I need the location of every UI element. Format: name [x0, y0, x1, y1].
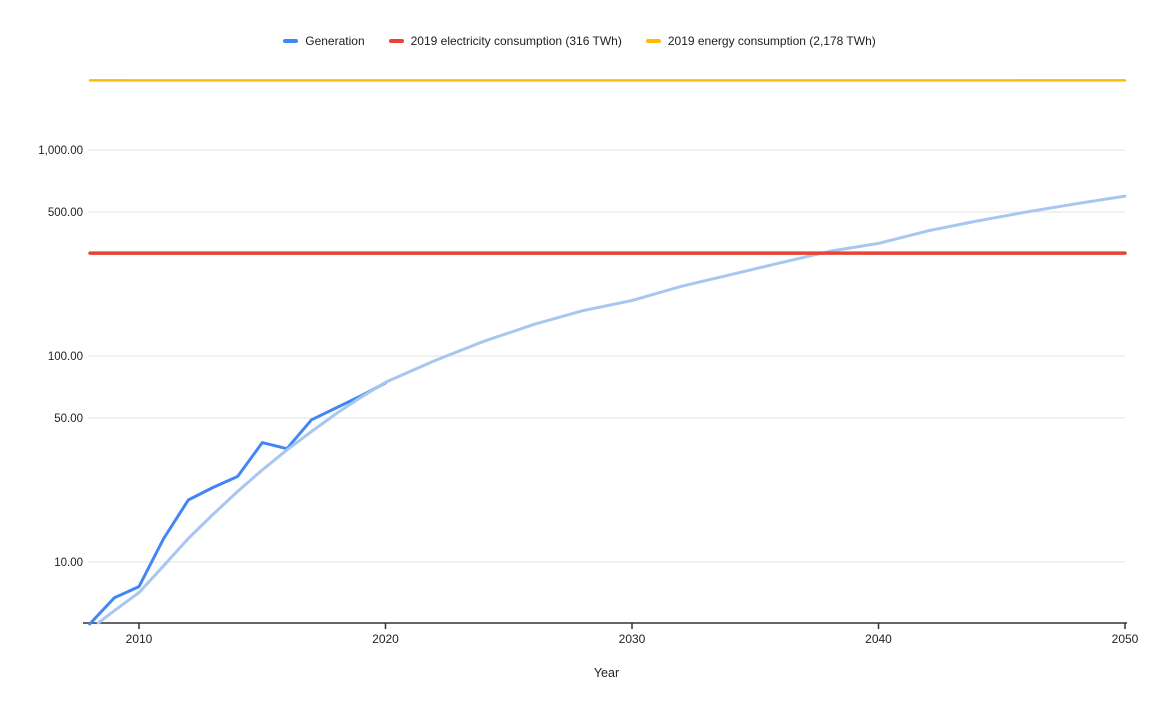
y-axis-tick-label: 100.00	[48, 351, 83, 363]
series-line-generation[interactable]	[88, 381, 387, 626]
y-axis-tick-label: 50.00	[54, 413, 83, 425]
legend-item-electricity-consumption[interactable]: 2019 electricity consumption (316 TWh)	[388, 34, 622, 48]
x-axis-tick-label: 2020	[372, 632, 399, 646]
generation-series-swatch-icon	[283, 39, 299, 43]
x-axis-title: Year	[594, 666, 619, 680]
legend-item-energy-consumption[interactable]: 2019 energy consumption (2,178 TWh)	[645, 34, 876, 48]
legend-item-label: Generation	[305, 34, 365, 48]
series-line-generation-trendline[interactable]	[96, 194, 1127, 625]
x-axis-tick-label: 2030	[619, 632, 646, 646]
energy-consumption-series-swatch-icon	[645, 39, 661, 43]
x-axis-tick-label: 2050	[1112, 632, 1139, 646]
y-axis-tick-label: 1,000.00	[38, 145, 83, 157]
legend-item-generation[interactable]: Generation	[283, 34, 365, 48]
x-axis-tick-label: 2040	[865, 632, 892, 646]
chart-legend: Generation 2019 electricity consumption …	[0, 34, 1159, 48]
electricity-consumption-series-swatch-icon	[388, 39, 404, 43]
legend-item-label: 2019 energy consumption (2,178 TWh)	[667, 34, 876, 48]
x-axis-tick-label: 2010	[126, 632, 153, 646]
y-axis-tick-label: 10.00	[54, 557, 83, 569]
legend-item-label: 2019 electricity consumption (316 TWh)	[410, 34, 622, 48]
y-axis-tick-label: 500.00	[48, 207, 83, 219]
